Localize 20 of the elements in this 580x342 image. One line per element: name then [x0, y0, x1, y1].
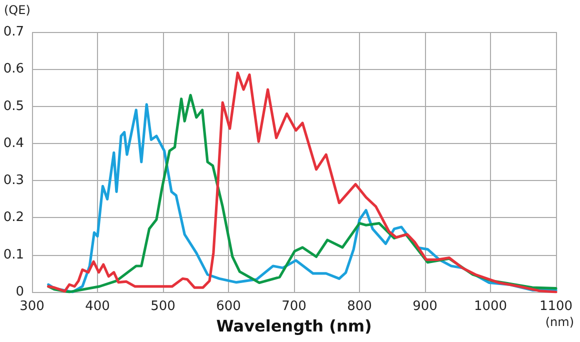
y-tick-label: 0.7	[3, 24, 24, 40]
y-tick-label: 0.3	[3, 173, 24, 188]
x-tick-label: 1100	[539, 299, 573, 314]
y-tick-label: 0.2	[3, 210, 24, 226]
text: (nm)	[545, 315, 574, 329]
x-tick-label: 300	[20, 299, 44, 314]
y-tick-label: 0.1	[3, 247, 24, 262]
y-tick-label: 0.5	[3, 98, 24, 114]
x-tick-label: 1000	[474, 299, 508, 314]
y-axis-title: (QE)	[4, 3, 30, 17]
y-tick-label: 0	[16, 284, 24, 300]
x-tick-label: 500	[150, 299, 176, 314]
x-tick-label: 700	[282, 299, 306, 314]
y-tick-label: 0.6	[3, 62, 24, 77]
x-axis-title: Wavelength (nm)	[216, 316, 372, 336]
y-tick-label: 0.4	[3, 136, 24, 151]
x-tick-label: 800	[347, 299, 372, 314]
x-tick-label: 900	[412, 299, 438, 314]
x-tick-label: 600	[216, 299, 241, 314]
x-tick-label: 400	[85, 299, 110, 314]
